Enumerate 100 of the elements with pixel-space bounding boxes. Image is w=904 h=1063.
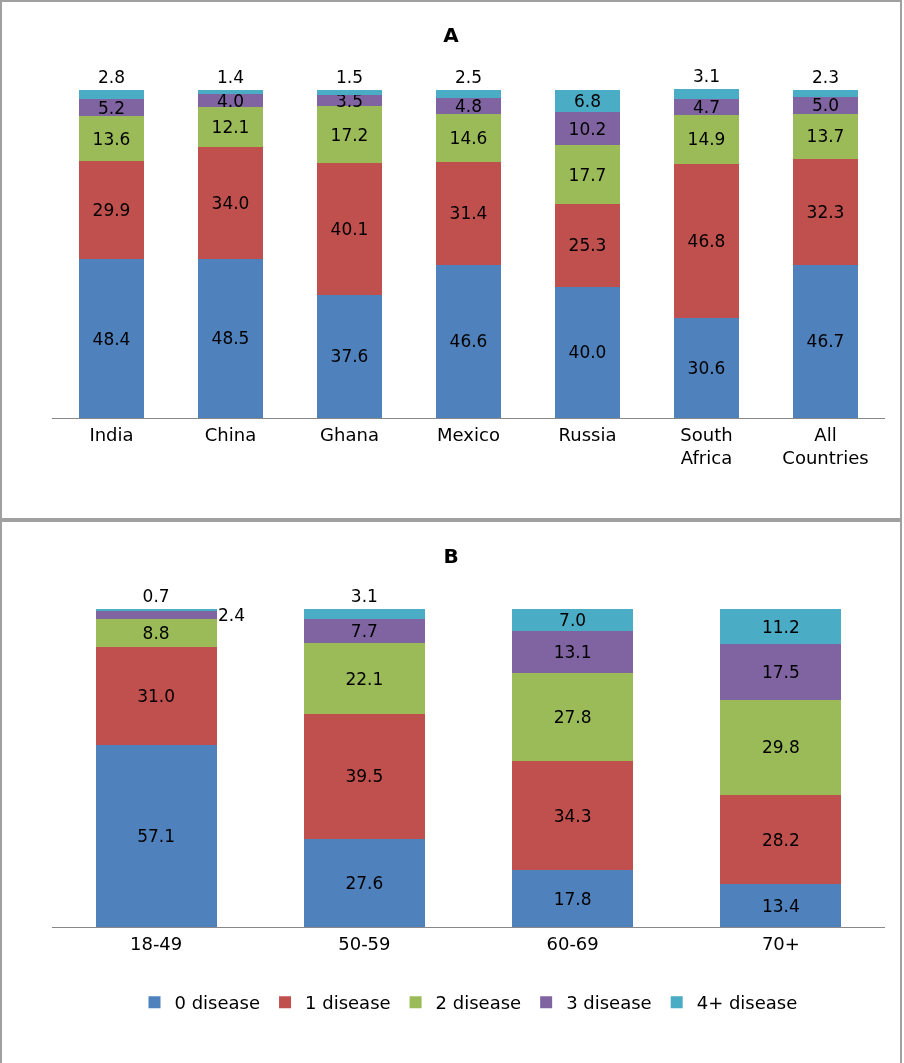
bar [316,294,383,418]
bar [95,609,217,612]
bar [512,870,634,927]
data-label: 39.5 [345,766,384,787]
bar [673,114,740,164]
bar [78,89,145,100]
legend-label: 4+ disease [696,992,798,1014]
bar [792,89,859,98]
data-label: 3.1 [350,586,378,607]
data-label: 34.0 [211,192,250,213]
data-label: 29.8 [761,737,800,758]
bar [197,258,264,418]
x-tick-label: Russia [558,423,617,445]
bar [95,611,217,619]
bar [554,286,621,418]
bar [512,609,634,632]
data-label: 4.8 [454,96,483,117]
data-label: 0.7 [142,586,170,607]
x-tick-label: Mexico [437,423,500,445]
data-label: 1.5 [335,66,364,87]
data-label: 17.7 [568,164,607,185]
chart-title: B [443,544,459,569]
data-label: 40.0 [568,342,607,363]
data-label: 57.1 [137,826,176,847]
data-label: 5.2 [97,97,126,118]
bar [554,203,621,287]
data-label: 4.7 [692,97,721,118]
bar [303,713,425,840]
bar [720,608,842,645]
bar [673,163,740,318]
data-label: 14.6 [449,127,488,148]
bar [78,116,145,161]
data-label: 22.1 [345,668,384,689]
chart-title: A [443,22,460,47]
x-tick-label: 18-49 [129,932,183,954]
bar [512,761,634,871]
bar [673,89,740,100]
data-label: 17.8 [553,888,592,909]
data-label: 48.5 [211,328,250,349]
data-label: 6.8 [573,90,602,111]
data-label: 1.4 [216,66,245,87]
data-label: 7.7 [350,621,378,642]
bar [435,264,502,418]
data-label: 25.3 [568,235,607,256]
data-label: 10.2 [568,118,607,139]
data-label: 46.7 [806,331,845,352]
bar [792,158,859,265]
data-label: 13.4 [761,895,800,916]
x-tick-label: Ghana [320,423,379,445]
data-label: 27.6 [345,873,384,894]
data-label: 8.8 [142,622,170,643]
data-label: 13.1 [553,642,592,663]
data-label: 29.9 [92,199,131,220]
bar [720,644,842,700]
data-label: 13.6 [92,128,131,149]
data-label: 48.4 [92,328,131,349]
bar [303,643,425,714]
data-label: 2.8 [97,66,126,87]
bar [197,147,264,259]
data-label: 14.9 [687,129,726,150]
data-label: 4.0 [216,90,245,111]
data-label: 34.3 [553,805,592,826]
data-label: 7.0 [559,610,587,631]
data-label: 17.5 [761,662,800,683]
bar [673,317,740,418]
legend-label: 0 disease [174,992,261,1014]
data-label: 31.0 [137,686,176,707]
bar [673,99,740,115]
data-label: 3.1 [692,66,721,87]
data-label: 28.2 [761,829,800,850]
x-tick-label: All Countries [782,423,869,468]
bar [792,113,859,159]
bar [197,107,264,148]
x-tick-label: India [89,423,134,445]
bar [554,145,621,204]
bar [435,161,502,265]
data-label: 11.2 [761,616,800,637]
x-tick-label: 60-69 [546,932,599,954]
bar [78,259,145,418]
legend-label: 1 disease [305,992,391,1014]
bar [720,884,842,927]
data-label: 30.6 [687,357,726,378]
bar [316,106,383,163]
data-label: 2.4 [218,605,246,625]
bar [512,672,634,762]
data-label: 2.3 [811,66,840,87]
bar [512,631,634,673]
data-label: 32.3 [806,201,845,222]
bar [95,618,217,647]
data-label: 2.5 [454,66,483,87]
data-label: 17.2 [330,124,369,145]
bar [792,264,859,418]
data-label: 13.7 [806,126,845,147]
bar [435,89,502,99]
data-label: 46.6 [449,331,488,352]
x-tick-label: 50-59 [338,932,391,954]
legend-label: 3 disease [566,992,652,1014]
legend-label: 2 disease [435,992,522,1014]
x-tick-label: South Africa [680,423,733,468]
data-label: 31.4 [449,203,488,224]
